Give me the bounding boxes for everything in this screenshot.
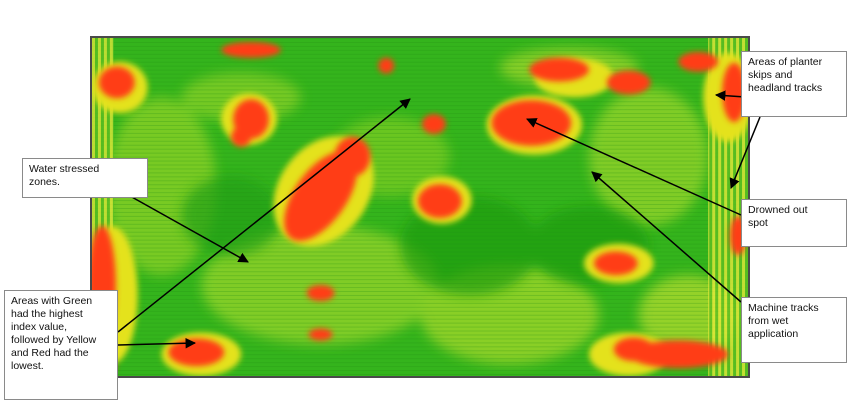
callout-water-stressed: Water stressed zones. bbox=[22, 158, 148, 198]
callout-planter-skips: Areas of planter skips and headland trac… bbox=[741, 51, 847, 117]
callout-index-legend: Areas with Green had the highest index v… bbox=[4, 290, 118, 400]
callout-line: zones. bbox=[29, 176, 60, 188]
callout-line: spot bbox=[748, 217, 768, 229]
callout-line: skips and bbox=[748, 69, 793, 81]
callout-line: headland tracks bbox=[748, 82, 823, 94]
callout-line: application bbox=[748, 328, 799, 340]
callout-line: lowest. bbox=[11, 360, 44, 372]
callout-line: Machine tracks bbox=[748, 302, 819, 314]
callout-line: and Red had the bbox=[11, 347, 89, 359]
callout-drowned-out: Drowned out spot bbox=[741, 199, 847, 247]
callout-line: index value, bbox=[11, 321, 68, 333]
callout-line: Drowned out bbox=[748, 204, 808, 216]
callout-line: had the highest bbox=[11, 308, 83, 320]
field-vegetation-map bbox=[90, 36, 750, 378]
callout-machine-tracks: Machine tracks from wet application bbox=[741, 297, 847, 363]
callout-line: from wet bbox=[748, 315, 789, 327]
callout-line: Areas of planter bbox=[748, 56, 823, 68]
callout-line: Areas with Green bbox=[11, 295, 93, 307]
callout-line: Water stressed bbox=[29, 163, 100, 175]
callout-line: followed by Yellow bbox=[11, 334, 97, 346]
ndvi-image bbox=[92, 38, 748, 376]
